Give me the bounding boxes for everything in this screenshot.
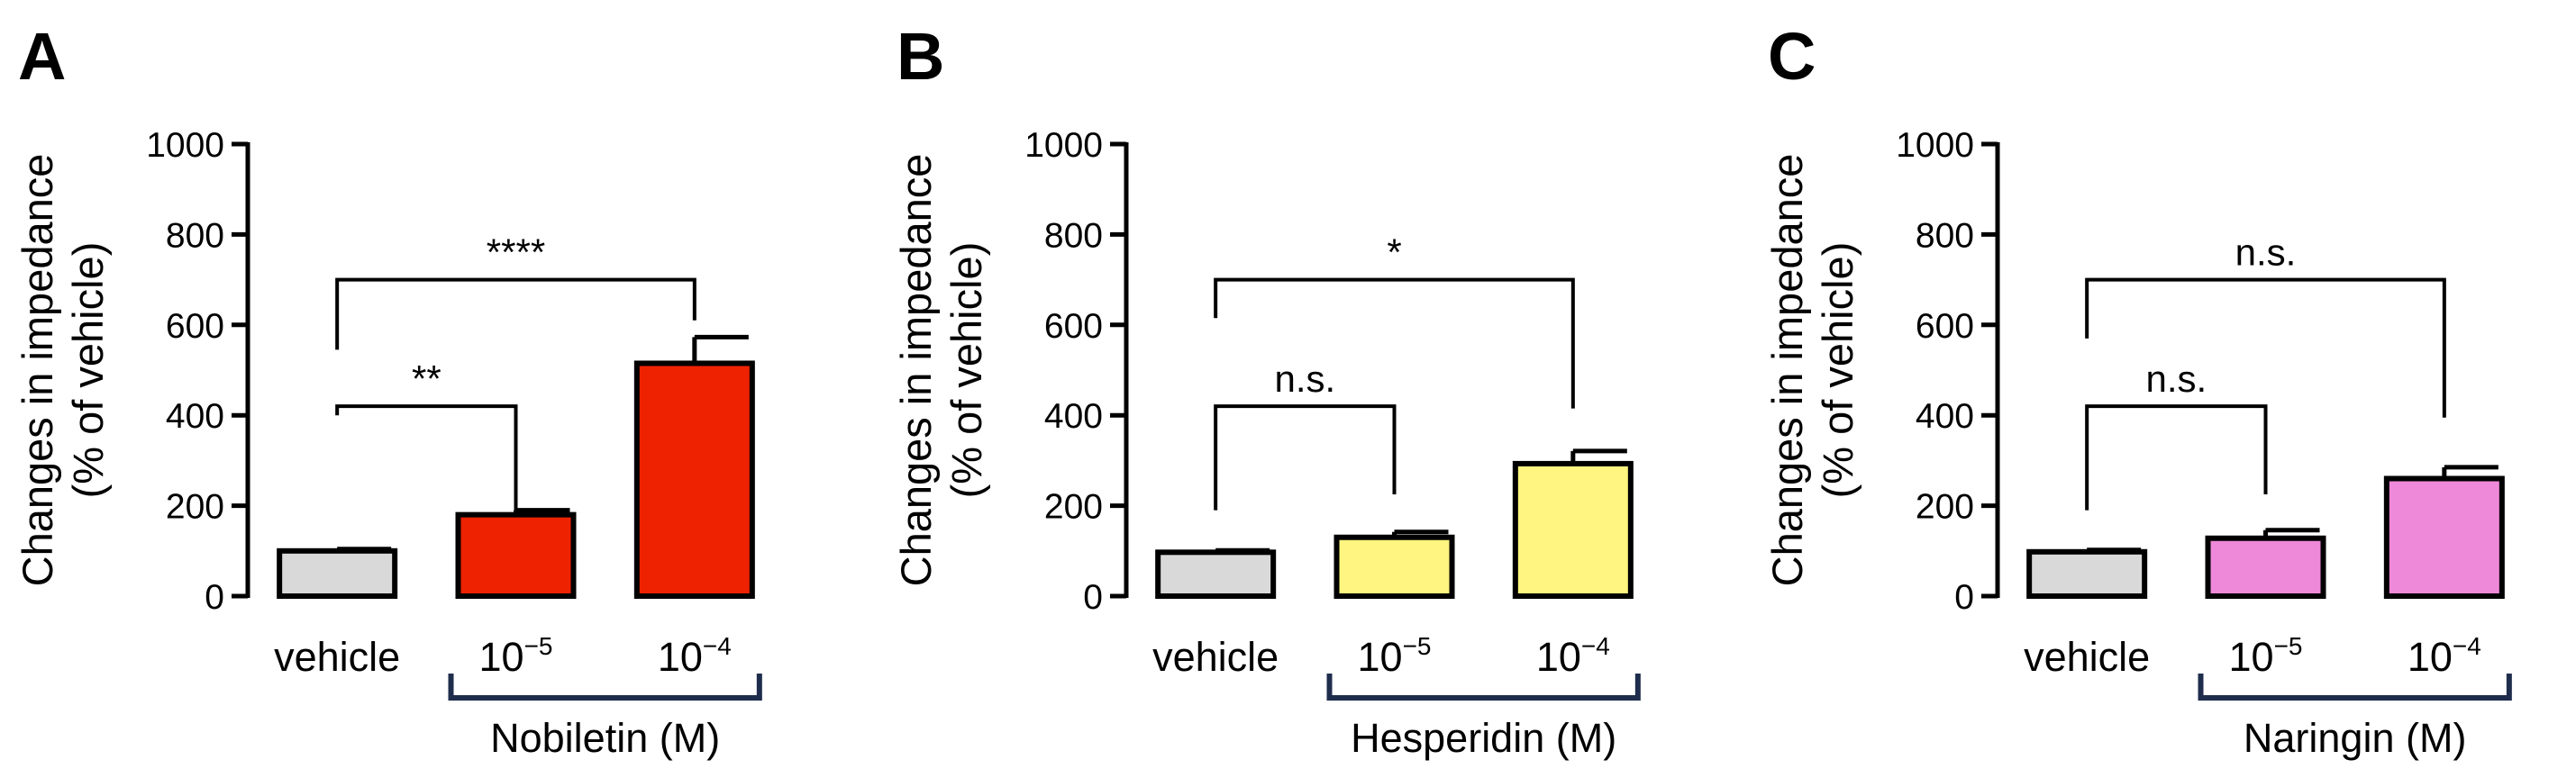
y-tick-label: 1000 bbox=[146, 126, 224, 165]
bar bbox=[277, 547, 398, 599]
y-tick-label: 1000 bbox=[1896, 126, 1974, 165]
category-base: 10 bbox=[2408, 634, 2453, 680]
group-label: Nobiletin (M) bbox=[490, 715, 720, 761]
category-exponent: −5 bbox=[1403, 632, 1432, 660]
panel-c: C Changes in impedance (% of vehicle) 0 200 4… bbox=[1763, 19, 2512, 761]
y-axis-title: (% of vehicle) bbox=[942, 242, 990, 499]
significance-bracket bbox=[335, 404, 518, 511]
y-tick-label: 200 bbox=[1044, 488, 1103, 527]
category-label: vehicle bbox=[1152, 634, 1279, 680]
y-tick-label: 600 bbox=[1916, 307, 1974, 346]
category-label: 10−4 bbox=[1536, 632, 1610, 680]
significance-label: * bbox=[1387, 231, 1401, 274]
bar bbox=[455, 511, 577, 600]
y-tick-label: 0 bbox=[1083, 578, 1103, 617]
panel-a: A Changes in impedance (% of vehicle) 0 200 4… bbox=[14, 19, 762, 761]
y-tick-label: 600 bbox=[166, 307, 224, 346]
y-tick-label: 200 bbox=[1916, 488, 1974, 527]
category-base: 10 bbox=[1358, 634, 1403, 680]
significance-bracket bbox=[1214, 277, 1575, 409]
bar bbox=[1512, 460, 1634, 599]
significance-bracket bbox=[1214, 404, 1397, 511]
category-exponent: −4 bbox=[2453, 632, 2481, 660]
category-label: 10−5 bbox=[479, 632, 553, 680]
y-tick-label: 400 bbox=[1044, 397, 1103, 436]
group-label: Hesperidin (M) bbox=[1351, 715, 1616, 761]
significance-label: n.s. bbox=[1274, 357, 1335, 400]
y-tick-label: 800 bbox=[1044, 216, 1103, 255]
bar bbox=[1334, 534, 1455, 599]
category-exponent: −5 bbox=[524, 632, 553, 660]
group-bracket bbox=[2198, 674, 2512, 701]
panel-letter: B bbox=[897, 19, 944, 94]
category-base: vehicle bbox=[2024, 634, 2150, 680]
y-axis-title: (% of vehicle) bbox=[64, 242, 112, 499]
y-axis-title: (% of vehicle) bbox=[1814, 242, 1861, 499]
y-tick-label: 0 bbox=[205, 578, 224, 617]
significance-label: n.s. bbox=[2235, 231, 2297, 274]
group-bracket bbox=[1326, 674, 1641, 701]
y-tick-label: 800 bbox=[166, 216, 224, 255]
group-label: Naringin (M) bbox=[2244, 715, 2467, 761]
category-label: 10−5 bbox=[1358, 632, 1432, 680]
category-base: vehicle bbox=[1152, 634, 1279, 680]
y-tick-label: 400 bbox=[166, 397, 224, 436]
category-label: 10−5 bbox=[2229, 632, 2303, 680]
bar bbox=[2026, 548, 2148, 600]
category-label: vehicle bbox=[2024, 634, 2150, 680]
category-exponent: −4 bbox=[1581, 632, 1610, 660]
bar bbox=[2383, 475, 2505, 599]
y-axis-title: Changes in impedance bbox=[892, 154, 940, 587]
category-base: 10 bbox=[2229, 634, 2274, 680]
y-tick-label: 400 bbox=[1916, 397, 1974, 436]
bar bbox=[1155, 549, 1277, 600]
significance-bracket bbox=[2085, 404, 2268, 511]
panel-b: B Changes in impedance (% of vehicle) 0 200 4… bbox=[892, 19, 1641, 761]
category-label: 10−4 bbox=[2408, 632, 2481, 680]
significance-bracket bbox=[2085, 277, 2446, 418]
y-tick-label: 600 bbox=[1044, 307, 1103, 346]
y-tick-label: 200 bbox=[166, 488, 224, 527]
y-axis-title: Changes in impedance bbox=[1763, 154, 1811, 587]
group-bracket bbox=[448, 674, 762, 701]
significance-bracket bbox=[335, 277, 696, 350]
bar bbox=[633, 360, 755, 599]
significance-label: **** bbox=[487, 231, 545, 274]
significance-label: n.s. bbox=[2145, 357, 2207, 400]
significance-label: ** bbox=[412, 357, 441, 400]
category-exponent: −4 bbox=[703, 632, 732, 660]
y-tick-label: 1000 bbox=[1024, 126, 1103, 165]
category-base: vehicle bbox=[274, 634, 400, 680]
y-axis-title: Changes in impedance bbox=[14, 154, 61, 587]
category-base: 10 bbox=[479, 634, 524, 680]
category-label: vehicle bbox=[274, 634, 400, 680]
category-base: 10 bbox=[658, 634, 703, 680]
panel-letter: A bbox=[18, 19, 66, 94]
category-exponent: −5 bbox=[2274, 632, 2303, 660]
y-tick-label: 0 bbox=[1954, 578, 1974, 617]
category-base: 10 bbox=[1536, 634, 1581, 680]
bar bbox=[2205, 535, 2326, 600]
panel-letter: C bbox=[1768, 19, 1816, 94]
y-tick-label: 800 bbox=[1916, 216, 1974, 255]
category-label: 10−4 bbox=[658, 632, 732, 680]
